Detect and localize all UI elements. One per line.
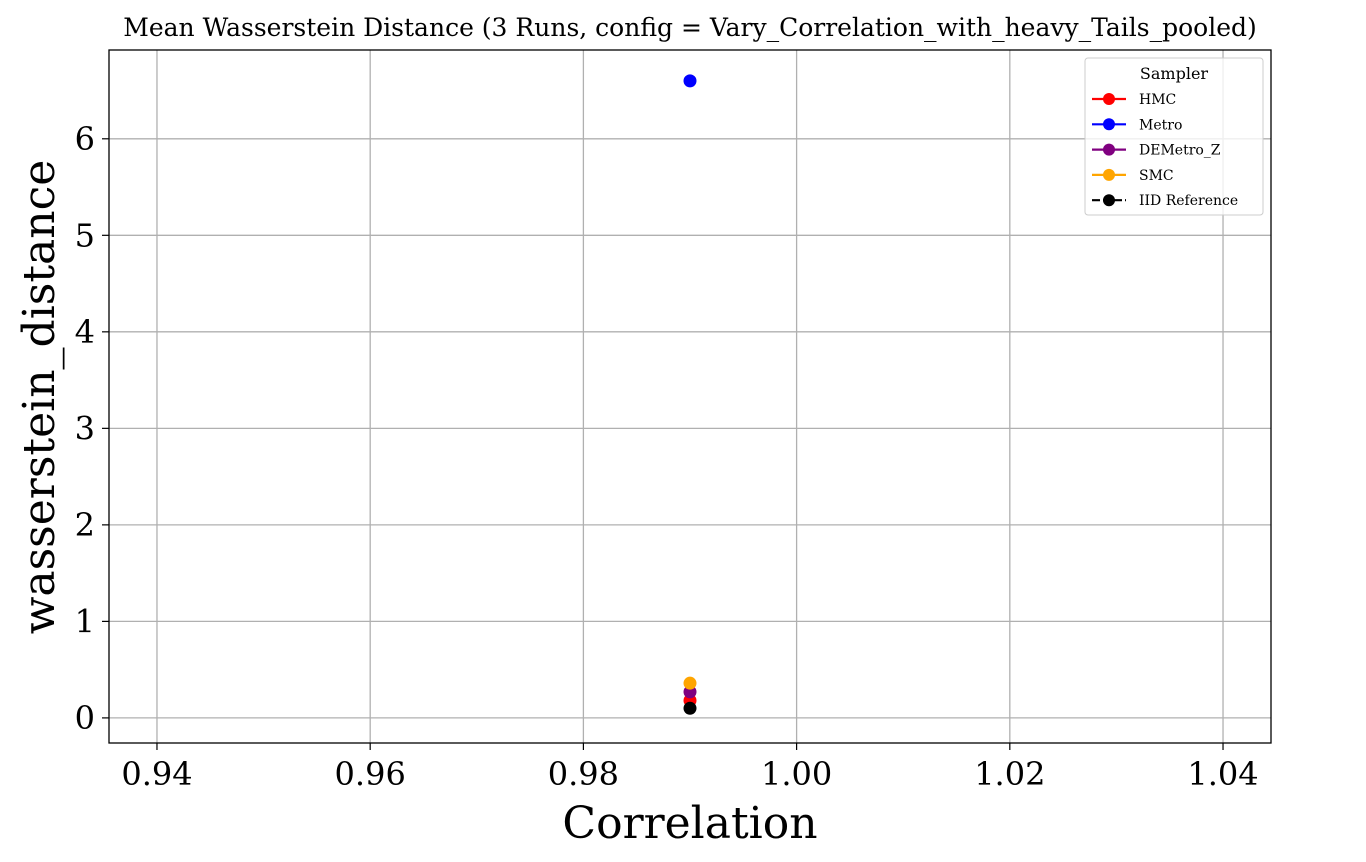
y-axis-label: wasserstein_distance <box>14 160 65 635</box>
x-tick-label: 1.00 <box>761 755 832 793</box>
legend-marker-demetro-z <box>1103 143 1115 156</box>
legend-marker-hmc <box>1103 93 1115 105</box>
legend-entry-demetro-z: DEMetro_Z <box>1092 143 1221 159</box>
legend-label-demetro-z: DEMetro_Z <box>1139 143 1221 159</box>
data-point-metro <box>683 74 697 88</box>
legend-entry-hmc: HMC <box>1092 92 1176 108</box>
legend-label-smc: SMC <box>1139 168 1174 184</box>
y-tick-label: 0 <box>75 699 95 737</box>
legend-entry-smc: SMC <box>1092 168 1174 184</box>
legend-marker-iid-reference <box>1103 194 1115 207</box>
y-tick-label: 5 <box>75 216 95 254</box>
chart-title: Mean Wasserstein Distance (3 Runs, confi… <box>123 13 1257 42</box>
legend: Sampler HMC Metro DEMetro_Z SMC IID Referenc… <box>1084 57 1264 216</box>
y-tick-label: 3 <box>75 409 95 447</box>
plot-area-background <box>109 50 1271 743</box>
x-tick-label: 1.02 <box>974 755 1045 793</box>
x-tick-label: 0.98 <box>548 755 619 793</box>
data-point-smc <box>683 676 697 690</box>
legend-label-metro: Metro <box>1139 117 1182 133</box>
y-axis-ticks: 0 1 2 3 4 5 6 <box>75 120 109 737</box>
y-tick-label: 6 <box>75 120 95 158</box>
x-tick-label: 1.04 <box>1187 755 1258 793</box>
legend-entries: HMC Metro DEMetro_Z SMC IID Reference <box>1092 92 1238 209</box>
x-tick-label: 0.94 <box>121 755 192 793</box>
legend-label-iid-reference: IID Reference <box>1139 193 1238 209</box>
plot-area-frame <box>108 49 1272 744</box>
legend-marker-smc <box>1103 168 1115 181</box>
legend-marker-metro <box>1103 118 1115 131</box>
legend-entry-metro: Metro <box>1092 117 1182 133</box>
data-points <box>683 74 697 715</box>
x-tick-label: 0.96 <box>335 755 406 793</box>
y-tick-label: 2 <box>75 506 95 544</box>
x-axis-label: Correlation <box>562 798 817 849</box>
y-tick-label: 4 <box>75 313 95 351</box>
data-point-iid-reference <box>683 701 697 715</box>
legend-entry-iid-reference: IID Reference <box>1092 193 1238 209</box>
x-axis-ticks: 0.94 0.96 0.98 1.00 1.02 1.04 <box>121 743 1259 793</box>
y-tick-label: 1 <box>75 602 95 640</box>
legend-label-hmc: HMC <box>1139 92 1176 108</box>
legend-frame <box>1084 57 1264 216</box>
legend-title: Sampler <box>1140 64 1209 83</box>
